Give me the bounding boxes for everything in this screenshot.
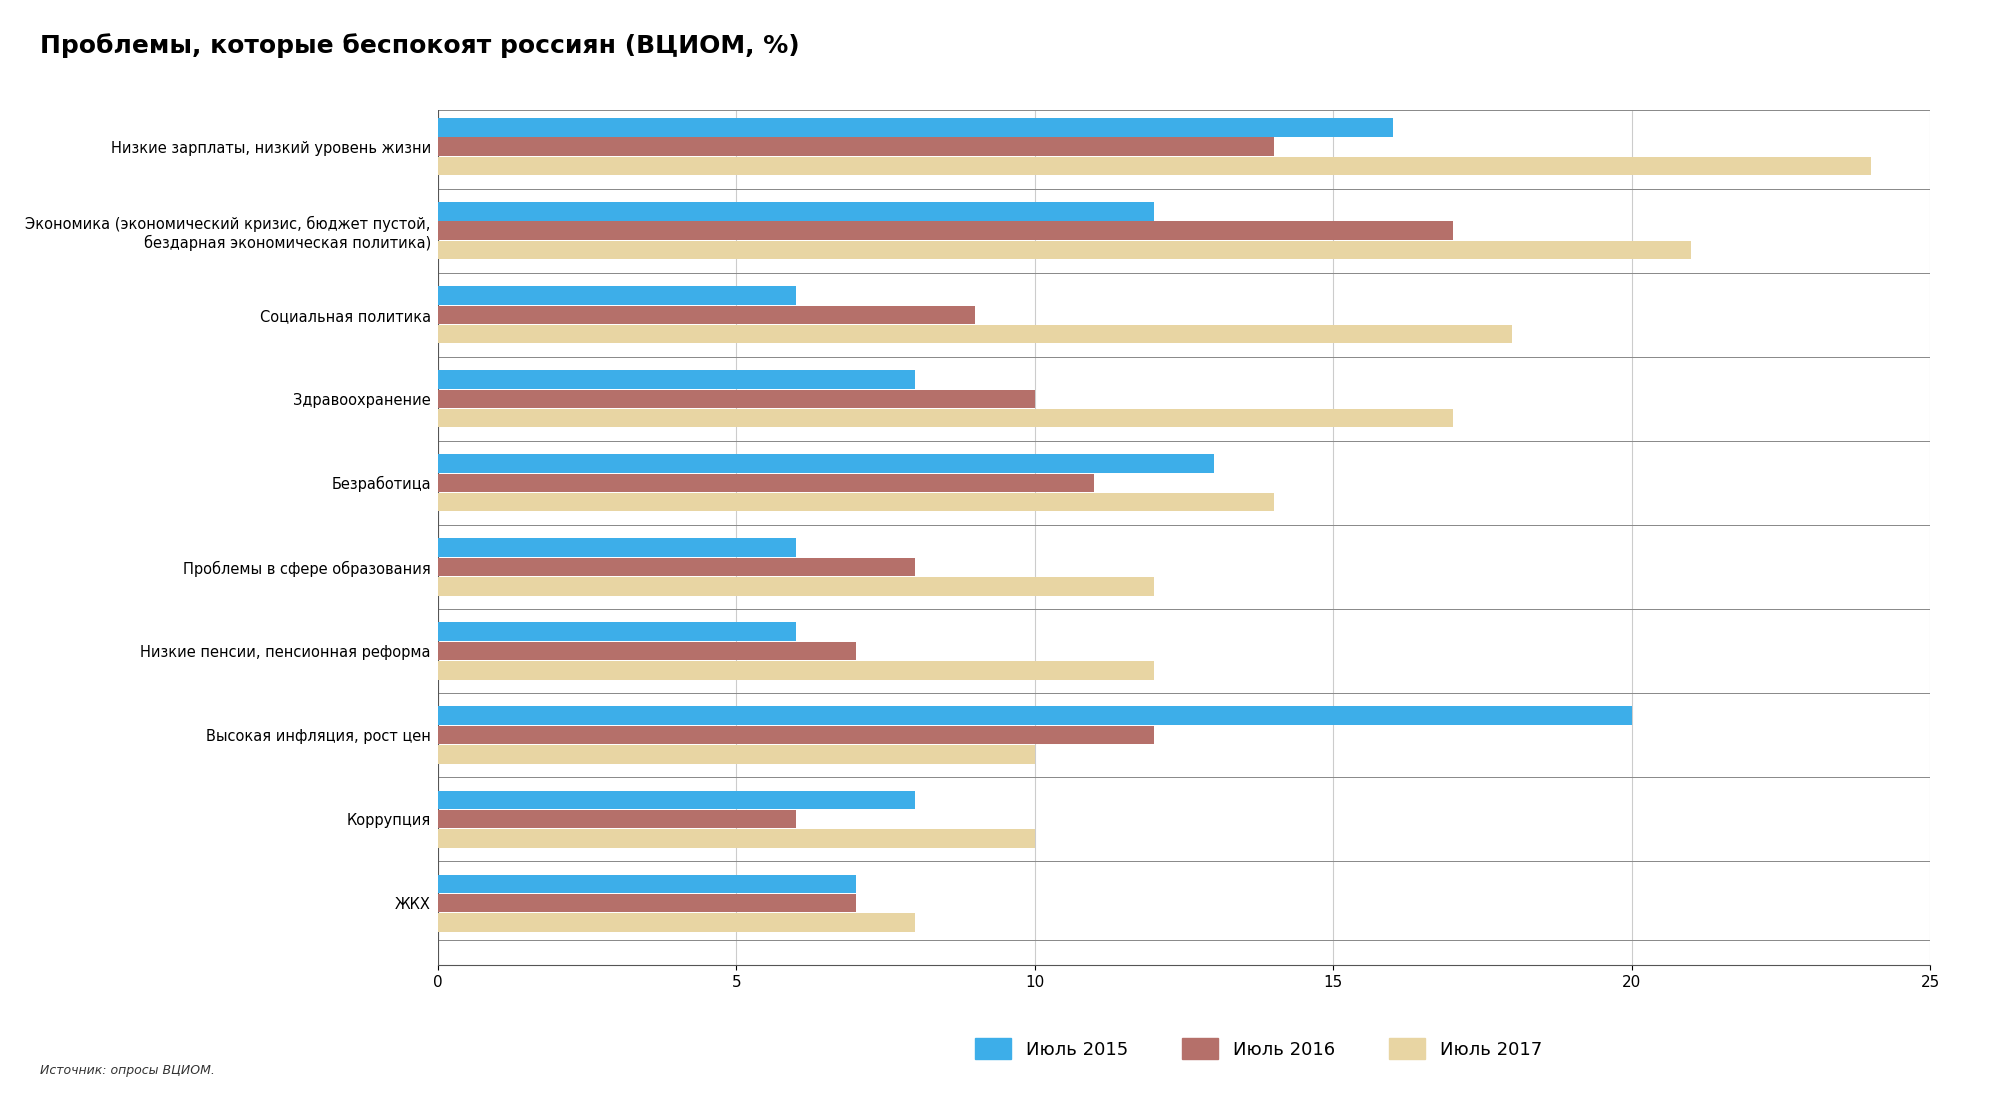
Bar bbox=[438, 222, 1452, 240]
Bar bbox=[438, 791, 915, 808]
Bar bbox=[438, 202, 1154, 220]
Bar bbox=[438, 118, 1392, 137]
Bar bbox=[438, 539, 796, 557]
Bar bbox=[438, 745, 1034, 764]
Bar bbox=[438, 810, 796, 828]
Bar bbox=[438, 137, 1273, 156]
Bar bbox=[438, 371, 915, 388]
Bar bbox=[438, 894, 855, 913]
Text: Проблемы, которые беспокоят россиян (ВЦИОМ, %): Проблемы, которые беспокоят россиян (ВЦИ… bbox=[40, 33, 800, 58]
Bar bbox=[438, 661, 1154, 679]
Bar bbox=[438, 642, 855, 660]
Bar bbox=[438, 557, 915, 576]
Bar bbox=[438, 622, 796, 641]
Bar bbox=[438, 389, 1034, 408]
Bar bbox=[438, 241, 1691, 259]
Bar bbox=[438, 474, 1094, 493]
Bar bbox=[438, 493, 1273, 511]
Bar bbox=[438, 913, 915, 931]
Bar bbox=[438, 706, 1631, 725]
Bar bbox=[438, 874, 855, 893]
Bar bbox=[438, 157, 1870, 176]
Legend: Июль 2015, Июль 2016, Июль 2017: Июль 2015, Июль 2016, Июль 2017 bbox=[975, 1038, 1541, 1059]
Bar bbox=[438, 409, 1452, 428]
Text: Источник: опросы ВЦИОМ.: Источник: опросы ВЦИОМ. bbox=[40, 1064, 215, 1077]
Bar bbox=[438, 726, 1154, 744]
Bar bbox=[438, 829, 1034, 848]
Bar bbox=[438, 306, 975, 324]
Bar bbox=[438, 325, 1512, 343]
Bar bbox=[438, 454, 1213, 473]
Bar bbox=[438, 577, 1154, 596]
Bar bbox=[438, 286, 796, 305]
